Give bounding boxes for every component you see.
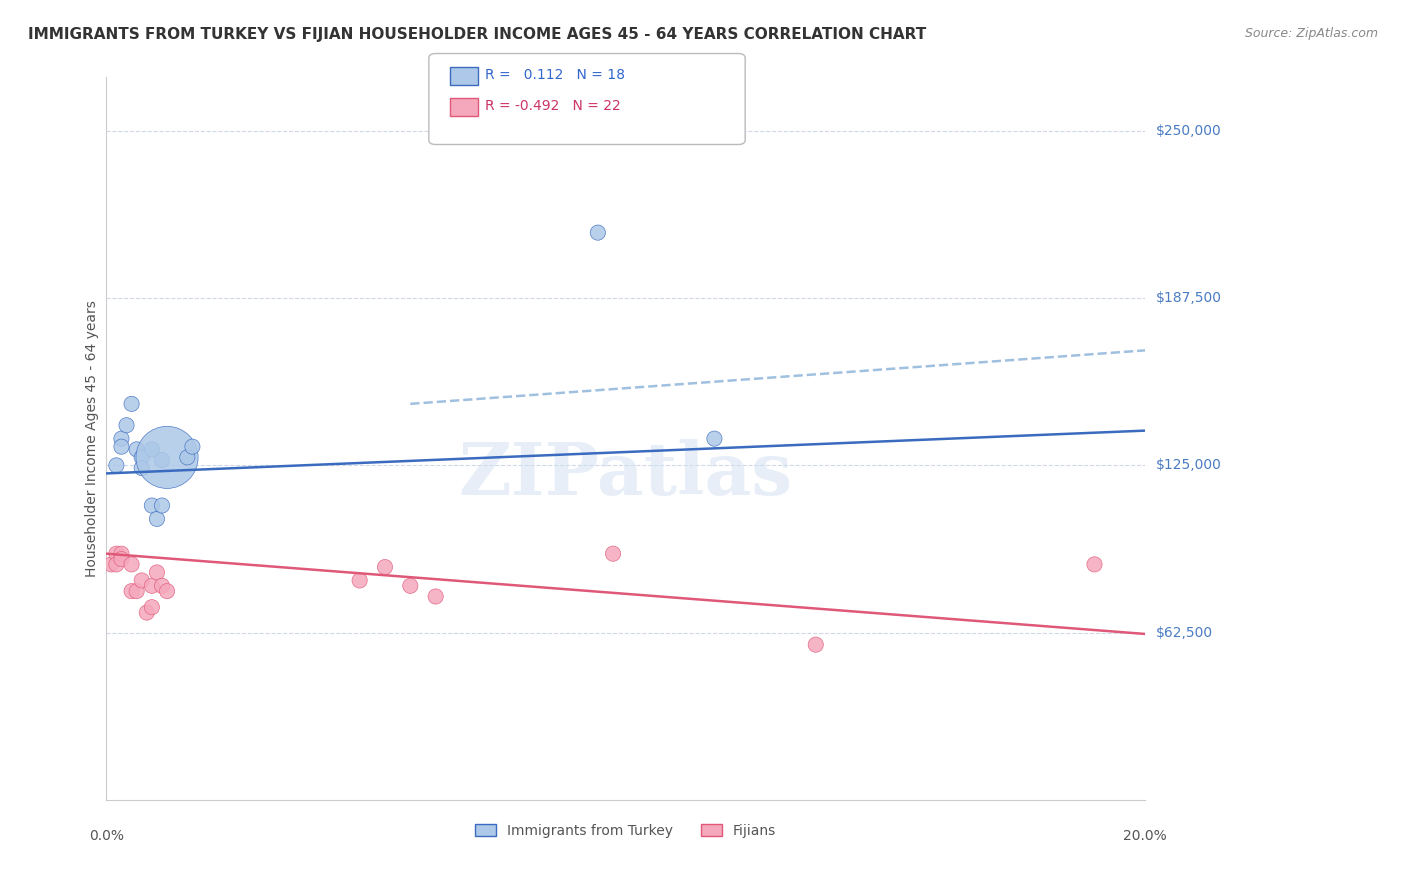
Text: $187,500: $187,500 xyxy=(1156,291,1222,305)
Point xyxy=(105,558,128,572)
Point xyxy=(131,450,153,465)
Point xyxy=(146,512,169,526)
Point xyxy=(135,606,157,620)
Text: 0.0%: 0.0% xyxy=(89,829,124,843)
Point xyxy=(110,547,132,561)
Point xyxy=(100,558,122,572)
Point xyxy=(399,579,422,593)
Point xyxy=(156,584,179,599)
Point xyxy=(141,579,163,593)
Point xyxy=(146,566,169,580)
Point xyxy=(110,552,132,566)
Y-axis label: Householder Income Ages 45 - 64 years: Householder Income Ages 45 - 64 years xyxy=(86,301,100,577)
Point xyxy=(150,499,173,513)
Point xyxy=(586,226,609,240)
Point xyxy=(131,574,153,588)
Point xyxy=(125,584,148,599)
Point xyxy=(374,560,396,574)
Point xyxy=(804,638,827,652)
Point xyxy=(141,499,163,513)
Point xyxy=(156,450,179,465)
Point xyxy=(176,450,198,465)
Point xyxy=(141,600,163,615)
Point xyxy=(602,547,624,561)
Text: $125,000: $125,000 xyxy=(1156,458,1222,473)
Point xyxy=(115,418,138,433)
Point xyxy=(150,453,173,467)
Point xyxy=(181,440,204,454)
Text: $62,500: $62,500 xyxy=(1156,625,1213,640)
Point xyxy=(110,432,132,446)
Point xyxy=(105,547,128,561)
Text: R = -0.492   N = 22: R = -0.492 N = 22 xyxy=(485,99,621,113)
Text: $250,000: $250,000 xyxy=(1156,124,1222,138)
Point xyxy=(121,397,143,411)
Point xyxy=(1083,558,1105,572)
Text: IMMIGRANTS FROM TURKEY VS FIJIAN HOUSEHOLDER INCOME AGES 45 - 64 YEARS CORRELATI: IMMIGRANTS FROM TURKEY VS FIJIAN HOUSEHO… xyxy=(28,27,927,42)
Legend: Immigrants from Turkey, Fijians: Immigrants from Turkey, Fijians xyxy=(470,818,782,844)
Text: R =   0.112   N = 18: R = 0.112 N = 18 xyxy=(485,68,626,82)
Point xyxy=(349,574,371,588)
Point xyxy=(110,440,132,454)
Point xyxy=(121,558,143,572)
Point xyxy=(703,432,725,446)
Point xyxy=(105,458,128,473)
Text: 20.0%: 20.0% xyxy=(1123,829,1167,843)
Text: ZIPatlas: ZIPatlas xyxy=(458,439,793,510)
Point xyxy=(125,442,148,457)
Point xyxy=(131,461,153,475)
Point xyxy=(121,584,143,599)
Point xyxy=(150,579,173,593)
Point xyxy=(425,590,447,604)
Text: Source: ZipAtlas.com: Source: ZipAtlas.com xyxy=(1244,27,1378,40)
Point xyxy=(141,442,163,457)
